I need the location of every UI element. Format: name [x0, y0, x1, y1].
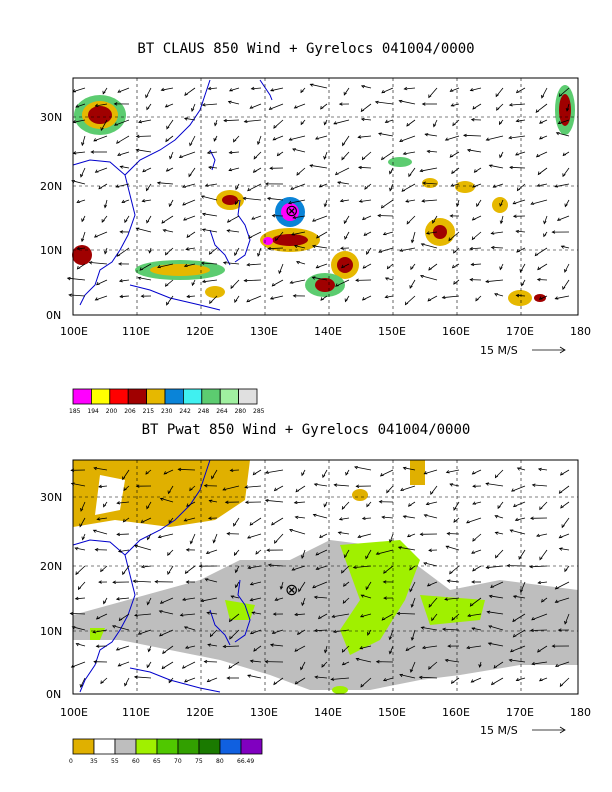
panel1-colorbar-label: 200 [106, 408, 118, 415]
panel1-colorbar-label: 248 [198, 408, 210, 415]
panel1-colorbar-swatch [127, 388, 147, 405]
panel2-lat-20n: 20N [40, 560, 62, 573]
panel2-lat-10n: 10N [40, 625, 62, 638]
panel1-scale-label: 15 M/S [480, 344, 518, 357]
panel2-wind-arrows [69, 466, 570, 688]
panel1-cloud-fields [72, 85, 575, 306]
panel2-cyclone-marker: ⊗ [285, 580, 298, 599]
panel2-lat-0n: 0N [46, 688, 61, 701]
panel1-lon-160e: 160E [442, 325, 470, 338]
panel1-colorbar-label: 285 [253, 408, 265, 415]
panel1-colorbar-swatch [201, 388, 221, 405]
panel2-colorbar-label: 55 [111, 758, 119, 765]
panel2-axes: 30N 20N 10N 0N 100E 110E 120E 130E 140E … [40, 491, 591, 737]
panel1-lon-120e: 120E [186, 325, 214, 338]
panel2-lon-160e: 160E [442, 706, 470, 719]
panel1-colorbar-label: 185 [69, 408, 81, 415]
panel2-colorbar-swatch [156, 738, 179, 755]
panel2-lon-130e: 130E [250, 706, 278, 719]
panel1-lat-20n: 20N [40, 180, 62, 193]
panel1-colorbar-swatch [146, 388, 166, 405]
panel1-map: ⊗ [66, 77, 579, 316]
panel1-lon-140e: 140E [314, 325, 342, 338]
panel1-colorbar-swatch [182, 388, 203, 405]
panel1-title: BT CLAUS 850 Wind + Gyrelocs 041004/0000 [137, 41, 475, 57]
panel1-lon-180: 180 [570, 325, 591, 338]
panel1-scale-arrow [532, 346, 566, 354]
panel2-colorbar-label: 65 [153, 758, 161, 765]
panel1-colorbar-swatch [164, 388, 184, 405]
panel2-lon-100e: 100E [60, 706, 88, 719]
panel1-colorbar-label: 264 [216, 408, 228, 415]
panel1-axes: 30N 20N 10N 0N 100E 110E 120E 130E 140E … [40, 111, 591, 357]
panel1-colorbar-swatch [91, 388, 111, 405]
panel2-colorbar-swatch [135, 738, 158, 755]
panel1-colorbar-label: 194 [87, 408, 99, 415]
panel2-grid [73, 460, 578, 694]
panel2-colorbar-swatch [177, 738, 200, 755]
panel2-title: BT Pwat 850 Wind + Gyrelocs 041004/0000 [141, 422, 471, 438]
panel2-lon-120e: 120E [186, 706, 214, 719]
panel2-colorbar-label: 0 [69, 758, 73, 765]
panel1-coastlines [72, 79, 273, 311]
panel2-lon-180: 180 [570, 706, 591, 719]
panel1-lon-100e: 100E [60, 325, 88, 338]
panel2-colorbar-label: 66.49 [237, 758, 254, 765]
panel1-lat-0n: 0N [46, 309, 61, 322]
panel2-lon-170e: 170E [506, 706, 534, 719]
panel1-colorbar-swatch [109, 388, 129, 405]
panel2-colorbar: 0 35 55 60 65 70 75 80 66.49 [69, 738, 263, 765]
panel1-lon-130e: 130E [250, 325, 278, 338]
panel1-lon-170e: 170E [506, 325, 534, 338]
panel2-lon-150e: 150E [378, 706, 406, 719]
panel2-scale-arrow [532, 726, 566, 734]
panel1-lat-10n: 10N [40, 244, 62, 257]
panel1-lon-110e: 110E [122, 325, 150, 338]
panel2-colorbar-label: 70 [174, 758, 182, 765]
panel1-colorbar-label: 230 [161, 408, 173, 415]
panel2-colorbar-swatch [93, 738, 116, 755]
panel1-colorbar: 185 194 200 206 215 230 242 248 264 280 285 [69, 388, 265, 415]
panel2-lat-30n: 30N [40, 491, 62, 504]
panel2-colorbar-label: 35 [90, 758, 98, 765]
panel2-colorbar-swatch [240, 738, 263, 755]
panel1-colorbar-label: 215 [143, 408, 155, 415]
panel1-cyclone-marker: ⊗ [285, 201, 298, 220]
panel1-lat-30n: 30N [40, 111, 62, 124]
panel1-colorbar-swatch [219, 388, 239, 405]
panel2-colorbar-label: 60 [132, 758, 140, 765]
panel1-colorbar-swatch [72, 388, 92, 405]
panel2-scale-label: 15 M/S [480, 724, 518, 737]
panel1-colorbar-label: 206 [124, 408, 136, 415]
panel2-colorbar-swatch [114, 738, 137, 755]
panel1-colorbar-label: 242 [179, 408, 191, 415]
panel2-colorbar-swatch [72, 738, 95, 755]
panel1-colorbar-label: 280 [235, 408, 247, 415]
panel2-lon-140e: 140E [314, 706, 342, 719]
panel1-lon-150e: 150E [378, 325, 406, 338]
panel2-map: ⊗ [69, 459, 579, 695]
panel2-colorbar-swatch [198, 738, 221, 755]
panel1-wind-arrows [66, 83, 570, 306]
panel2-colorbar-label: 80 [216, 758, 224, 765]
panel2-colorbar-swatch [219, 738, 242, 755]
panel2-lon-110e: 110E [122, 706, 150, 719]
panel1-colorbar-swatch [238, 388, 258, 405]
panel2-colorbar-label: 75 [195, 758, 203, 765]
